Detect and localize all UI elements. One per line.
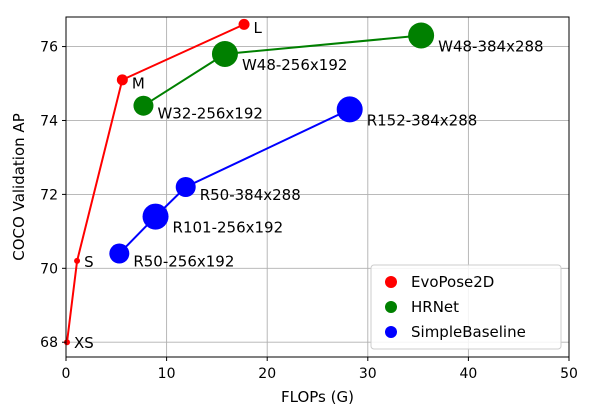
x-tick-label: 40 [459, 366, 477, 382]
series-points [64, 18, 435, 346]
series-line-simplebaseline [118, 108, 351, 255]
point-evopose2d-m [116, 74, 128, 86]
point-simplebaseline-r152-384x288 [336, 96, 363, 123]
x-axis-label: FLOPs (G) [281, 388, 354, 406]
point-simplebaseline-r101-256x192 [142, 203, 169, 230]
legend-label-evopose2d: EvoPose2D [411, 273, 494, 291]
legend-label-hrnet: HRNet [411, 298, 459, 316]
x-tick-label: 20 [258, 366, 276, 382]
point-hrnet-w32-256x192 [133, 95, 154, 116]
plot-frame [65, 16, 570, 358]
series-line-evopose2d [66, 23, 245, 343]
x-tick-label: 10 [158, 366, 176, 382]
point-hrnet-w48-256x192 [211, 40, 238, 67]
point-label-r152-384x288: R152-384x288 [367, 111, 478, 129]
x-tick-label: 30 [359, 366, 377, 382]
point-simplebaseline-r50-256x192 [109, 243, 130, 264]
point-labels: XS S M L W32-256x192 W48-256x192 W48-384x288 R5… [74, 19, 544, 352]
legend-marker-evopose2d [385, 276, 397, 288]
point-label-r50-384x288: R50-384x288 [200, 186, 301, 204]
y-tick-label: 72 [40, 187, 58, 203]
point-simplebaseline-r50-384x288 [175, 177, 196, 197]
point-label-l: L [254, 19, 263, 37]
point-label-r101-256x192: R101-256x192 [173, 219, 284, 237]
y-tick-label: 70 [40, 261, 58, 277]
point-label-m: M [132, 74, 145, 92]
point-evopose2d-l [238, 18, 250, 30]
point-label-w48-256x192: W48-256x192 [242, 56, 347, 74]
legend-marker-hrnet [385, 301, 397, 313]
point-label-w32-256x192: W32-256x192 [157, 105, 262, 123]
y-tick-label: 76 [40, 40, 58, 56]
legend-label-simplebaseline: SimpleBaseline [411, 323, 526, 341]
point-label-xs: XS [74, 334, 94, 352]
point-label-s: S [84, 253, 94, 271]
x-tick-label: 0 [62, 366, 71, 382]
point-label-r50-256x192: R50-256x192 [133, 253, 234, 271]
y-tick-label: 68 [40, 335, 58, 351]
axis-ticks: 0 10 20 30 40 50 68 70 72 74 76 [40, 40, 578, 382]
point-label-w48-384x288: W48-384x288 [438, 37, 543, 55]
legend: EvoPose2D HRNet SimpleBaseline [370, 264, 562, 350]
legend-marker-simplebaseline [385, 326, 397, 338]
legend-box [370, 264, 562, 350]
y-tick-label: 74 [40, 113, 58, 129]
y-axis-label: COCO Validation AP [10, 113, 28, 260]
point-evopose2d-s [74, 257, 81, 264]
x-tick-label: 50 [560, 366, 578, 382]
point-hrnet-w48-384x288 [408, 22, 435, 49]
